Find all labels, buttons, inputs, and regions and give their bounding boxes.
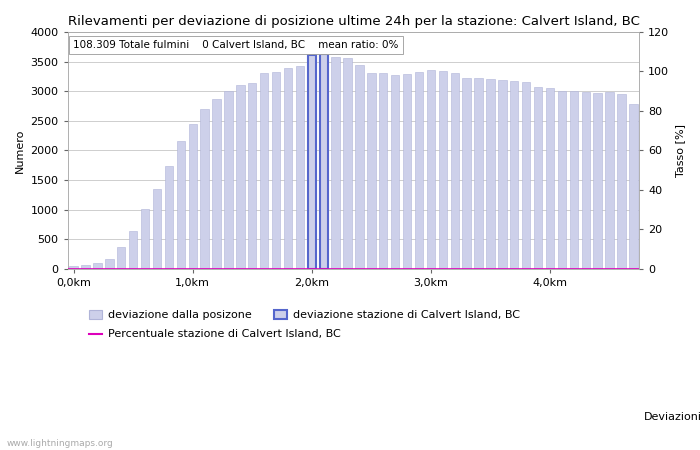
- Bar: [308, 55, 316, 269]
- Bar: [236, 85, 244, 269]
- Bar: [415, 72, 424, 269]
- Bar: [498, 80, 507, 269]
- Bar: [368, 73, 375, 269]
- Bar: [582, 92, 590, 269]
- Bar: [546, 88, 554, 269]
- Bar: [129, 231, 137, 269]
- Bar: [320, 54, 328, 269]
- Bar: [522, 82, 531, 269]
- Bar: [629, 104, 638, 269]
- Bar: [224, 91, 232, 269]
- Bar: [570, 91, 578, 269]
- Bar: [260, 73, 268, 269]
- Bar: [105, 259, 113, 269]
- Text: 108.309 Totale fulmini    0 Calvert Island, BC    mean ratio: 0%: 108.309 Totale fulmini 0 Calvert Island,…: [74, 40, 399, 50]
- Bar: [427, 70, 435, 269]
- Bar: [344, 58, 351, 269]
- Bar: [93, 263, 102, 269]
- Bar: [439, 71, 447, 269]
- Bar: [272, 72, 280, 269]
- Text: www.lightningmaps.org: www.lightningmaps.org: [7, 439, 113, 448]
- Bar: [617, 94, 626, 269]
- Bar: [188, 124, 197, 269]
- Bar: [558, 91, 566, 269]
- Bar: [81, 265, 90, 269]
- Bar: [594, 93, 602, 269]
- Bar: [212, 99, 220, 269]
- Y-axis label: Numero: Numero: [15, 128, 25, 172]
- Bar: [69, 266, 78, 269]
- Bar: [176, 141, 185, 269]
- Bar: [308, 55, 316, 269]
- Bar: [248, 83, 256, 269]
- Title: Rilevamenti per deviazione di posizione ultime 24h per la stazione: Calvert Isla: Rilevamenti per deviazione di posizione …: [68, 15, 639, 28]
- Bar: [379, 73, 387, 269]
- Legend: Percentuale stazione di Calvert Island, BC: Percentuale stazione di Calvert Island, …: [85, 325, 345, 344]
- Bar: [200, 109, 209, 269]
- Bar: [606, 92, 614, 269]
- Bar: [295, 66, 304, 269]
- Y-axis label: Tasso [%]: Tasso [%]: [675, 124, 685, 177]
- Bar: [332, 58, 340, 269]
- Bar: [153, 189, 161, 269]
- Bar: [486, 79, 495, 269]
- Bar: [141, 209, 149, 269]
- Bar: [117, 248, 125, 269]
- Bar: [475, 77, 483, 269]
- Bar: [451, 73, 459, 269]
- Text: Deviazioni: Deviazioni: [644, 412, 700, 422]
- Bar: [463, 77, 471, 269]
- Bar: [164, 166, 173, 269]
- Bar: [356, 64, 363, 269]
- Bar: [510, 81, 519, 269]
- Bar: [534, 87, 542, 269]
- Bar: [391, 75, 399, 269]
- Bar: [403, 74, 412, 269]
- Bar: [284, 68, 292, 269]
- Bar: [320, 54, 328, 269]
